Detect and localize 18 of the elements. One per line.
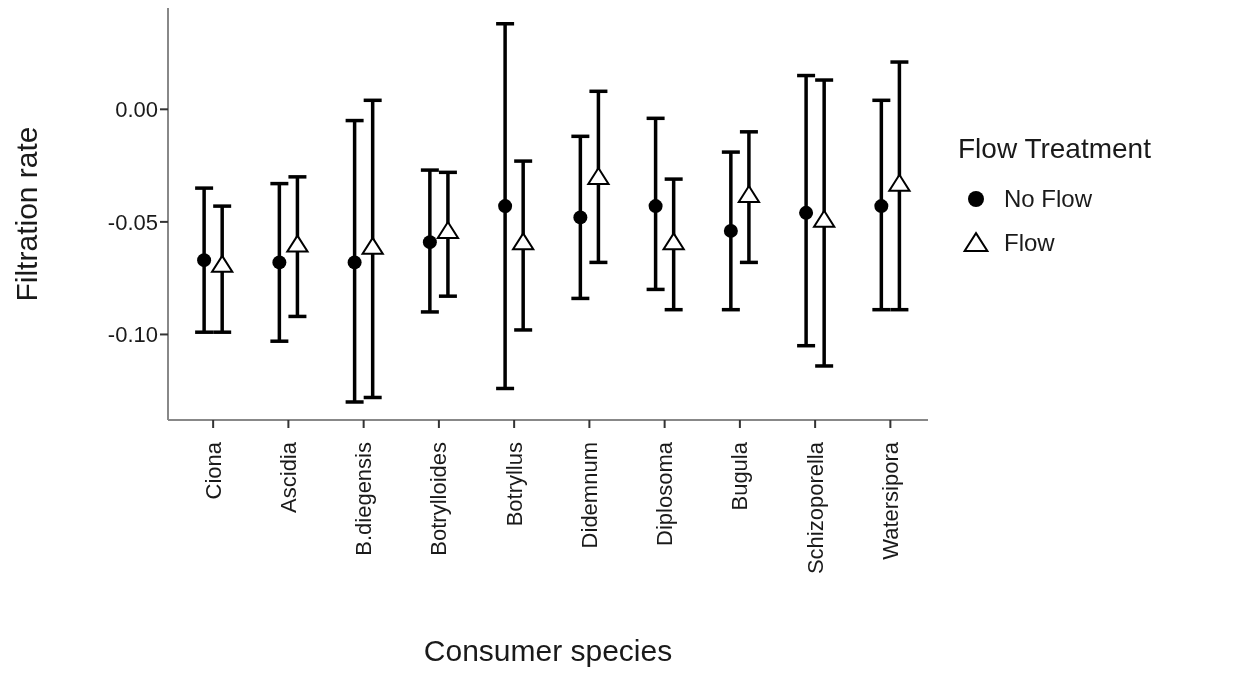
x-tick-label: Watersipora (877, 441, 903, 560)
legend-title: Flow Treatment (958, 133, 1151, 165)
legend-label: Flow (1004, 229, 1055, 257)
x-axis-title: Consumer species (423, 634, 673, 667)
x-tick-label: Didemnum (576, 442, 602, 549)
y-axis-title: Filtration rate (9, 126, 43, 302)
y-tick-label: -0.10 (107, 322, 158, 348)
x-tick-label: Botrylloides (426, 442, 452, 556)
x-tick-label: Schizoporella (802, 441, 828, 575)
legend-label: No Flow (1004, 185, 1093, 213)
x-tick-label: Diplosoma (652, 441, 678, 546)
x-tick-label: Bugula (727, 441, 753, 511)
y-tick-label: -0.05 (107, 209, 158, 235)
y-tick-label: 0.00 (115, 97, 158, 123)
x-tick-label: Ciona (200, 441, 226, 500)
x-tick-label: Botryllus (501, 442, 527, 527)
x-tick-label: B.diegensis (351, 442, 377, 556)
x-tick-label: Ascidia (275, 441, 301, 513)
